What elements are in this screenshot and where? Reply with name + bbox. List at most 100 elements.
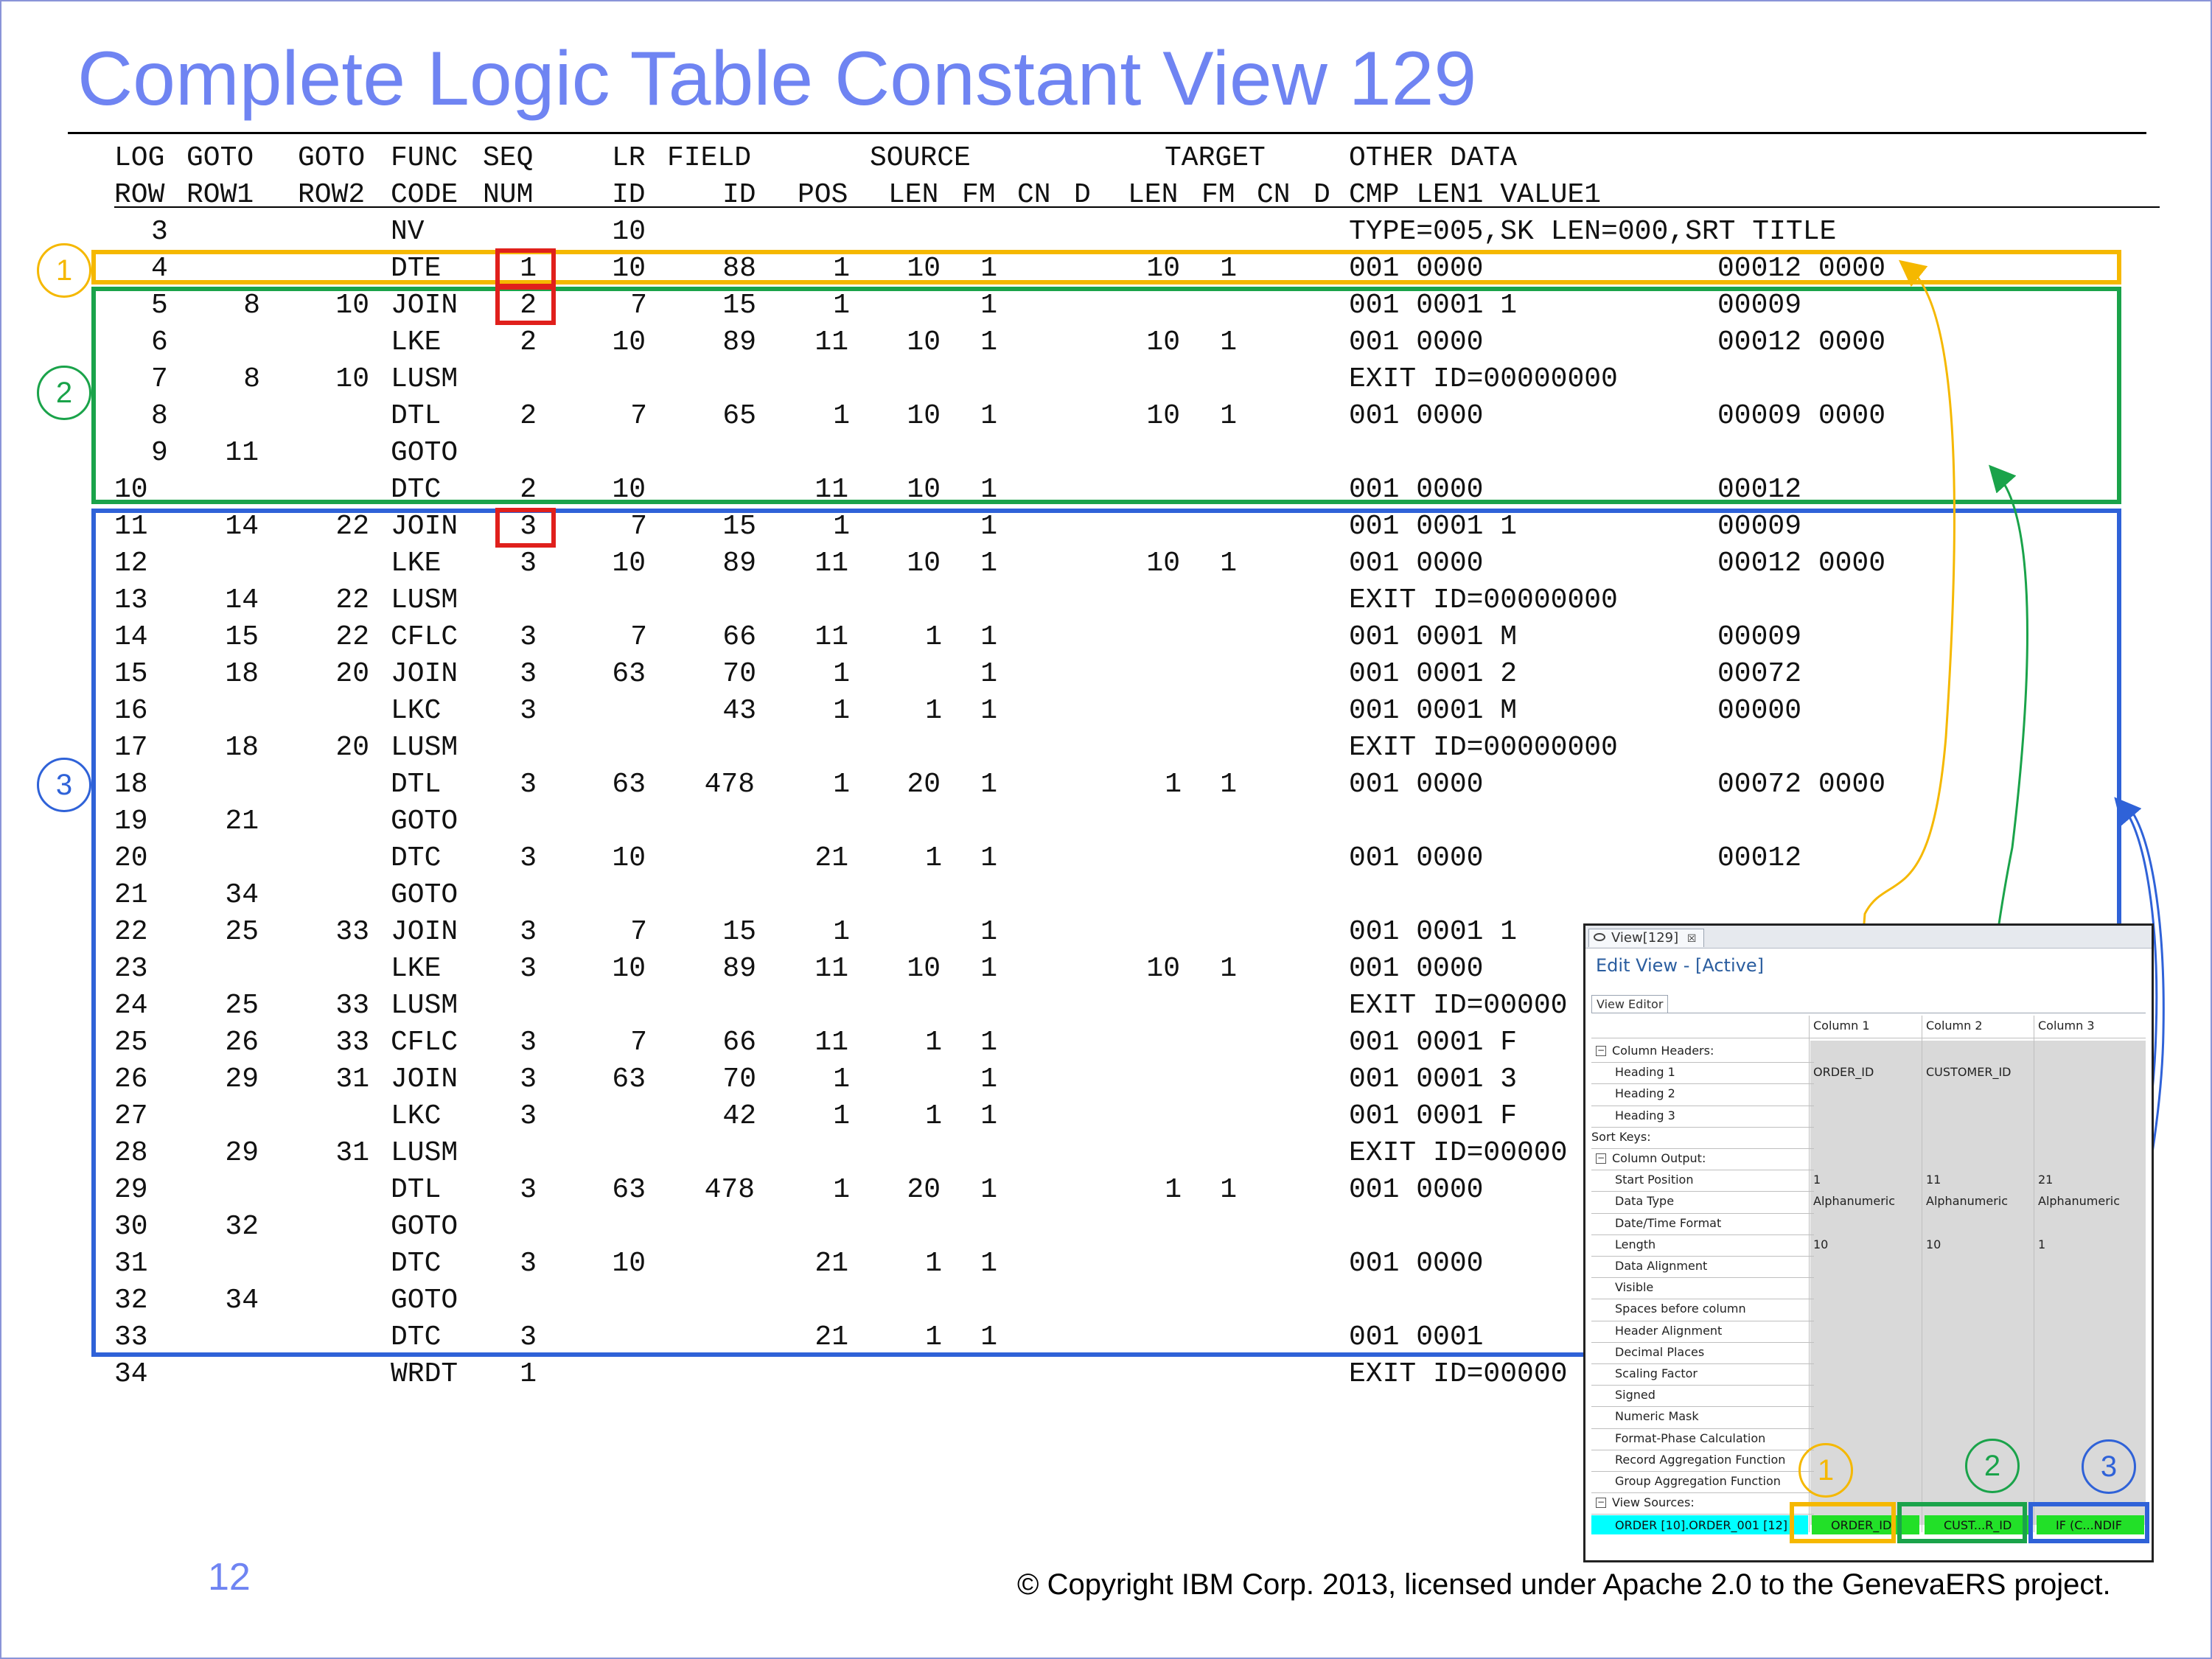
cell-lr-id: 7 [630,511,647,542]
cell-other-data: 001 0000 [1349,1174,1484,1206]
cell-other-data: TYPE=005,SK LEN=000,SRT TITLE [1349,216,1837,248]
view-129-tab[interactable]: View[129] ☒ [1588,929,1705,947]
table-row: 24 25 33 LUSM EXIT ID=00000 [0,988,1990,1024]
output-length-value-3[interactable]: 1 [2038,1237,2046,1251]
header-code: CODE [391,179,458,211]
close-tab-icon[interactable]: ☒ [1686,933,1697,945]
cell-row: 26 [114,1063,148,1095]
cell-source-pos: 11 [814,326,848,358]
header-slen: LEN [888,179,939,211]
cell-row: 8 [151,400,168,432]
view-editor-subtab[interactable]: View Editor [1591,995,1669,1013]
cell-seq: 3 [520,769,537,800]
column-header-3[interactable]: Column 3 [2038,1019,2095,1033]
cell-goto2: 33 [335,1027,369,1058]
cell-func: CFLC [391,1027,458,1058]
chip-marker-1-label: 1 [1817,1454,1835,1487]
cell-lr-id: 10 [612,842,646,874]
cell-row: 30 [114,1211,148,1243]
cell-goto1: 29 [225,1063,259,1095]
cell-source-pos: 1 [833,290,850,321]
column-header-2[interactable]: Column 2 [1926,1019,1983,1033]
section-column-output-toggle[interactable]: − [1596,1153,1606,1164]
view-source-chip-2-label: CUST...R_ID [1944,1518,2012,1533]
table-row: 26 29 31 JOIN 3 63 70 1 1 001 0001 3 [0,1061,1990,1098]
table-row: 8 DTL 2 7 65 1 10 1 10 1 001 0000 00009 0000 [0,398,1990,435]
cell-source-len: 20 [907,769,941,800]
output-start-position-value-2[interactable]: 11 [1926,1173,1941,1187]
cell-seq: 3 [520,916,537,948]
cell-row: 5 [151,290,168,321]
heading-1-value-2[interactable]: CUSTOMER_ID [1926,1065,2012,1080]
output-length-value-1[interactable]: 10 [1813,1237,1829,1251]
header-scn: CN [1017,179,1051,211]
cell-source-pos: 1 [833,253,850,284]
cell-other-data: 001 0000 [1349,400,1484,432]
cell-row: 21 [114,879,148,911]
slide-title: Complete Logic Table Constant View 129 [77,36,1477,122]
cell-seq: 2 [520,474,537,506]
chip-marker-1: 1 [1798,1443,1853,1498]
cell-seq: 2 [520,290,537,321]
column-header-1[interactable]: Column 1 [1813,1019,1870,1033]
cell-other-data: 001 0000 [1349,1248,1484,1279]
output-start-position-value-1[interactable]: 1 [1813,1173,1821,1187]
cell-goto2: 22 [335,621,369,653]
view-source-chip-3[interactable] [2037,1515,2144,1535]
cell-source-fm: 1 [980,1174,997,1206]
header-row: ROW [114,179,165,211]
output-spaces-before-column-label: Spaces before column [1615,1302,1746,1316]
cell-other-data: 001 0001 1 [1349,916,1518,948]
row-divider [1591,1212,1814,1214]
header-other: OTHER DATA [1349,142,1518,174]
cell-seq: 3 [520,658,537,690]
cell-goto1: 11 [225,437,259,469]
cell-goto1: 8 [243,363,260,395]
output-data-type-value-1[interactable]: Alphanumeric [1813,1194,1896,1209]
cell-other-data: 001 0000 [1349,253,1484,284]
header-func: FUNC [391,142,458,174]
cell-goto2: 20 [335,732,369,764]
cell-goto1: 18 [225,732,259,764]
cell-seq: 3 [520,621,537,653]
table-row: 22 25 33 JOIN 3 7 15 1 1 001 0001 1 [0,914,1990,951]
output-data-type-value-2[interactable]: Alphanumeric [1926,1194,2009,1209]
header-field: FIELD [667,142,752,174]
table-row: 33 DTC 3 21 1 1 001 0001 [0,1319,1990,1356]
section-column-headers-toggle[interactable]: − [1596,1045,1606,1056]
cell-goto1: 15 [225,621,259,653]
cell-lr-id: 10 [612,548,646,579]
cell-lr-id: 7 [630,916,647,948]
header-row2: ROW2 [298,179,366,211]
cell-other-data: 001 0001 M [1349,621,1518,653]
view-source-chip-2[interactable] [1925,1515,2032,1535]
cell-row: 31 [114,1248,148,1279]
cell-func: LUSM [391,990,458,1021]
cell-target-len: 10 [1146,326,1180,358]
heading-3-label: Heading 3 [1615,1108,1675,1122]
cell-value1: 00009 [1717,511,1802,542]
cell-func: NV [391,216,425,248]
cell-seq: 3 [520,1063,537,1095]
cell-func: LUSM [391,584,458,616]
cell-target-fm: 1 [1220,769,1237,800]
output-length-value-2[interactable]: 10 [1926,1237,1941,1251]
cell-seq: 3 [520,1248,537,1279]
cell-row: 3 [151,216,168,248]
cell-source-len: 1 [925,1321,942,1353]
marker-2-label: 2 [55,377,73,409]
section-view-sources-toggle[interactable]: − [1596,1497,1606,1509]
view-source-chip-3-label: IF (C...NDIF [2056,1518,2122,1533]
output-start-position-value-3[interactable]: 21 [2038,1173,2054,1187]
output-data-type-value-3[interactable]: Alphanumeric [2038,1194,2121,1209]
cell-other-data: 001 0000 [1349,842,1484,874]
table-row: 17 18 20 LUSM EXIT ID=00000000 [0,730,1990,766]
cell-func: LKE [391,548,442,579]
view-source-row[interactable] [1591,1515,1808,1535]
cell-row: 15 [114,658,148,690]
cell-row: 7 [151,363,168,395]
cell-lr-id: 7 [630,621,647,653]
header-log: LOG [114,142,165,174]
row-divider [1591,1428,1814,1429]
heading-1-value-1[interactable]: ORDER_ID [1813,1065,1874,1080]
